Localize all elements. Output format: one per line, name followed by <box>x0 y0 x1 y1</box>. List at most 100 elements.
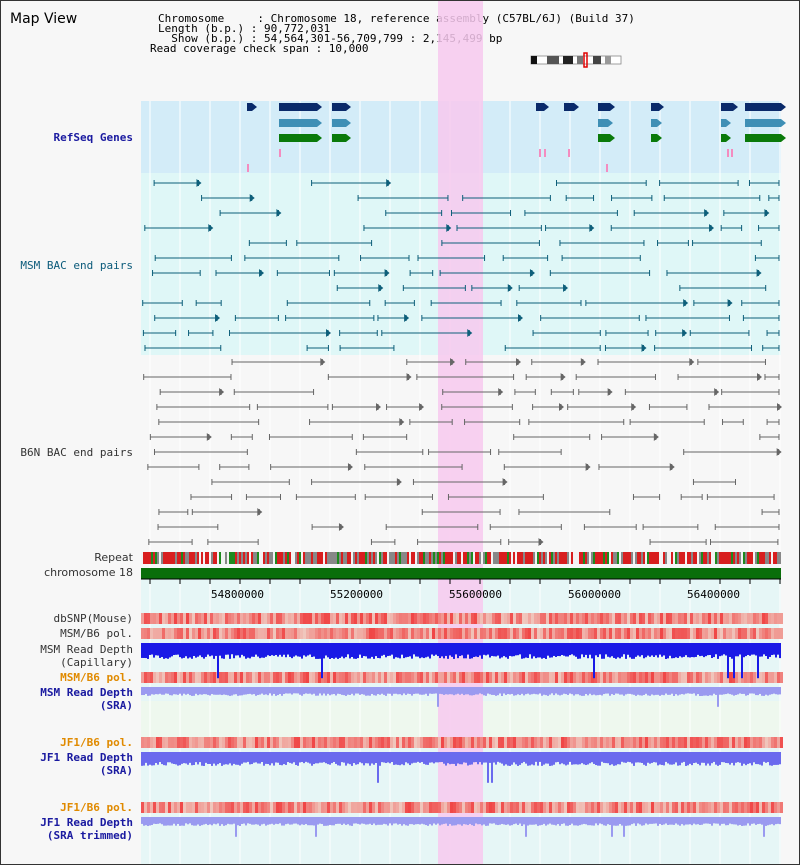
polymorphism-cell <box>306 737 309 748</box>
polymorphism-cell <box>774 737 777 748</box>
repeat-element <box>485 552 487 564</box>
polymorphism-cell <box>300 802 303 813</box>
chromosome-bar[interactable] <box>141 568 781 579</box>
read-depth-bar <box>507 752 509 766</box>
refseq-gene-features[interactable] <box>247 103 786 172</box>
polymorphism-cell <box>456 628 459 639</box>
read-depth-bar <box>231 643 233 655</box>
read-depth-bar <box>555 643 557 657</box>
read-depth-bar <box>703 752 705 763</box>
polymorphism-cell <box>396 737 399 748</box>
read-depth-bar <box>453 752 455 764</box>
read-depth-bar <box>619 817 621 825</box>
gene-arrow <box>317 103 322 111</box>
polymorphism-cell <box>732 628 735 639</box>
read-depth-bar <box>403 752 405 766</box>
polymorphism-cell <box>282 613 285 624</box>
repeat-element <box>445 552 447 564</box>
polymorphism-cell <box>399 672 402 683</box>
polymorphism-cell <box>441 672 444 683</box>
polymorphism-cell <box>336 672 339 683</box>
read-depth-bar <box>277 687 279 696</box>
track-label-refseq[interactable]: RefSeq Genes <box>53 131 133 144</box>
repeat-element <box>317 552 319 564</box>
polymorphism-cell <box>186 802 189 813</box>
read-depth-bar <box>253 687 255 695</box>
selection-highlight[interactable] <box>438 1 483 864</box>
polymorphism-cell <box>255 802 258 813</box>
read-depth-bar <box>529 643 531 655</box>
polymorphism-cell <box>552 802 555 813</box>
read-depth-bar <box>595 643 597 656</box>
polymorphism-cell <box>501 802 504 813</box>
read-depth-bar <box>415 817 417 825</box>
read-depth-tracks[interactable] <box>141 643 781 837</box>
read-depth-bar <box>435 817 437 825</box>
repeat-element <box>525 552 527 564</box>
polymorphism-heat-tracks[interactable] <box>141 613 783 813</box>
polymorphism-cell <box>177 613 180 624</box>
read-depth-bar <box>709 643 711 656</box>
polymorphism-cell <box>720 737 723 748</box>
read-depth-bar <box>377 643 379 659</box>
read-depth-bar <box>453 687 455 696</box>
polymorphism-cell <box>237 672 240 683</box>
polymorphism-cell <box>255 613 258 624</box>
polymorphism-cell <box>777 802 780 813</box>
b6n-bac-pair-arrow <box>338 523 344 531</box>
read-depth-bar <box>159 643 161 658</box>
repeat-element <box>495 552 497 564</box>
polymorphism-cell <box>141 672 144 683</box>
read-depth-bar <box>775 752 777 765</box>
read-depth-bar <box>211 643 213 656</box>
polymorphism-cell <box>759 672 762 683</box>
read-depth-bar <box>153 687 155 695</box>
read-depth-bar <box>413 817 415 825</box>
chromosome-ideogram[interactable] <box>530 52 622 68</box>
read-depth-bar <box>625 687 627 695</box>
polymorphism-cell <box>303 802 306 813</box>
polymorphism-cell <box>492 737 495 748</box>
read-depth-bar <box>599 687 601 695</box>
polymorphism-cell <box>657 613 660 624</box>
read-depth-bar <box>219 752 221 764</box>
polymorphism-cell <box>648 672 651 683</box>
polymorphism-cell <box>285 628 288 639</box>
polymorphism-cell <box>465 613 468 624</box>
polymorphism-cell <box>735 628 738 639</box>
track-label-msm-bac[interactable]: MSM BAC end pairs <box>20 259 133 272</box>
polymorphism-cell <box>450 737 453 748</box>
polymorphism-cell <box>504 672 507 683</box>
polymorphism-cell <box>342 802 345 813</box>
msm-bac-pairs[interactable] <box>142 179 780 352</box>
polymorphism-cell <box>474 613 477 624</box>
polymorphism-cell <box>480 737 483 748</box>
read-depth-bar <box>645 687 647 694</box>
read-depth-bar <box>147 643 149 659</box>
read-depth-bar <box>617 687 619 694</box>
repeat-element <box>695 552 697 564</box>
polymorphism-cell <box>429 672 432 683</box>
polymorphism-cell <box>456 802 459 813</box>
track-label-b6n-bac[interactable]: B6N BAC end pairs <box>20 446 133 459</box>
b6n-bac-pairs[interactable] <box>143 358 782 546</box>
polymorphism-cell <box>207 672 210 683</box>
read-depth-bar <box>341 643 343 657</box>
repeat-element <box>673 552 675 564</box>
read-depth-bar <box>365 643 367 657</box>
read-depth-bar <box>439 643 441 659</box>
read-depth-bar <box>361 643 363 658</box>
polymorphism-cell <box>477 802 480 813</box>
repeat-track[interactable] <box>141 552 781 564</box>
read-depth-bar <box>383 643 385 655</box>
polymorphism-cell <box>465 672 468 683</box>
read-depth-bar <box>243 643 245 657</box>
polymorphism-cell <box>693 628 696 639</box>
repeat-element <box>443 552 445 564</box>
polymorphism-cell <box>237 737 240 748</box>
polymorphism-cell <box>780 613 783 624</box>
repeat-element <box>321 552 323 564</box>
read-depth-bar <box>519 643 521 655</box>
read-depth-bar <box>363 687 365 695</box>
